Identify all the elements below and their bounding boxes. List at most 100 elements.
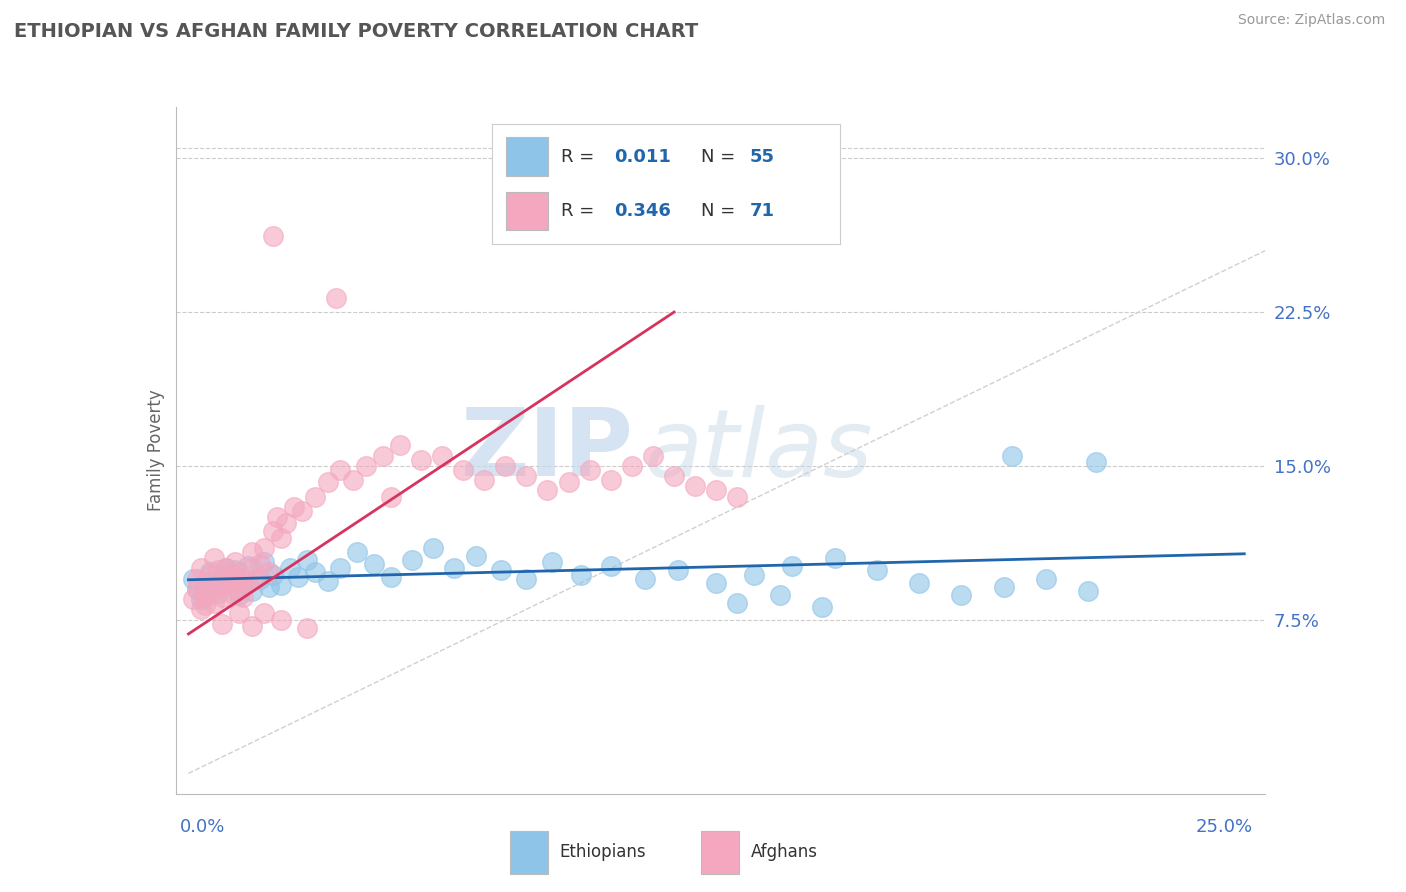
Point [354, 458, 377, 473]
Point [215, 578, 238, 592]
Text: atlas: atlas [644, 405, 873, 496]
Point [228, 588, 250, 602]
Point [1077, 583, 1099, 598]
Point [194, 599, 217, 613]
Point [228, 607, 250, 621]
Point [186, 572, 208, 586]
Point [198, 586, 221, 600]
Y-axis label: Family Poverty: Family Poverty [146, 390, 165, 511]
Point [295, 553, 318, 567]
Point [346, 545, 368, 559]
Point [278, 561, 301, 575]
Point [464, 549, 486, 563]
Point [329, 463, 352, 477]
Point [228, 583, 250, 598]
Point [249, 558, 271, 572]
Point [224, 574, 246, 588]
Point [291, 504, 314, 518]
Point [270, 531, 292, 545]
Point [211, 590, 233, 604]
Point [202, 551, 225, 566]
Point [325, 291, 347, 305]
Point [270, 578, 292, 592]
Point [1001, 449, 1024, 463]
Point [245, 572, 267, 586]
Point [811, 600, 834, 615]
Point [236, 575, 259, 590]
Point [190, 561, 212, 575]
Point [993, 580, 1015, 594]
Point [253, 607, 276, 621]
Point [198, 567, 221, 582]
Point [249, 572, 271, 586]
Point [401, 553, 423, 567]
Point [662, 469, 685, 483]
Point [727, 490, 749, 504]
Point [257, 580, 280, 594]
Text: ZIP: ZIP [461, 404, 633, 497]
Point [380, 490, 402, 504]
Point [202, 575, 225, 590]
Point [283, 500, 305, 514]
Point [316, 574, 339, 588]
Point [371, 449, 394, 463]
Point [380, 569, 402, 583]
Point [219, 567, 242, 582]
Point [262, 229, 284, 244]
Point [744, 567, 766, 582]
Point [287, 569, 309, 583]
Point [908, 575, 931, 590]
Point [215, 561, 238, 575]
Point [194, 578, 217, 592]
Point [536, 483, 558, 498]
Point [578, 463, 600, 477]
Point [515, 469, 537, 483]
Point [207, 586, 229, 600]
Point [363, 558, 385, 572]
Point [219, 574, 242, 588]
Point [232, 590, 254, 604]
Point [266, 510, 288, 524]
Point [240, 583, 263, 598]
Point [274, 516, 297, 531]
Point [540, 555, 562, 569]
Point [194, 575, 217, 590]
Point [633, 572, 655, 586]
Point [1085, 455, 1108, 469]
Point [186, 582, 208, 596]
Point [190, 602, 212, 616]
Point [489, 563, 512, 577]
Point [782, 559, 804, 574]
Point [228, 566, 250, 580]
Point [211, 569, 233, 583]
Point [181, 572, 204, 586]
Point [769, 588, 792, 602]
Point [262, 524, 284, 539]
Point [451, 463, 474, 477]
Point [557, 475, 579, 490]
Point [194, 590, 217, 604]
Point [494, 458, 516, 473]
Point [262, 567, 284, 582]
Point [295, 621, 318, 635]
Point [202, 596, 225, 610]
Point [430, 449, 453, 463]
Text: 25.0%: 25.0% [1195, 819, 1253, 837]
Point [253, 555, 276, 569]
Point [704, 575, 727, 590]
Point [666, 563, 689, 577]
Text: 0.0%: 0.0% [180, 819, 225, 837]
Point [181, 592, 204, 607]
Point [236, 559, 259, 574]
Point [329, 561, 352, 575]
Point [186, 582, 208, 596]
Point [727, 596, 749, 610]
Point [704, 483, 727, 498]
Point [224, 563, 246, 577]
Point [232, 575, 254, 590]
Point [304, 490, 326, 504]
Point [569, 567, 592, 582]
Point [422, 541, 444, 555]
Point [198, 566, 221, 580]
Point [599, 559, 621, 574]
